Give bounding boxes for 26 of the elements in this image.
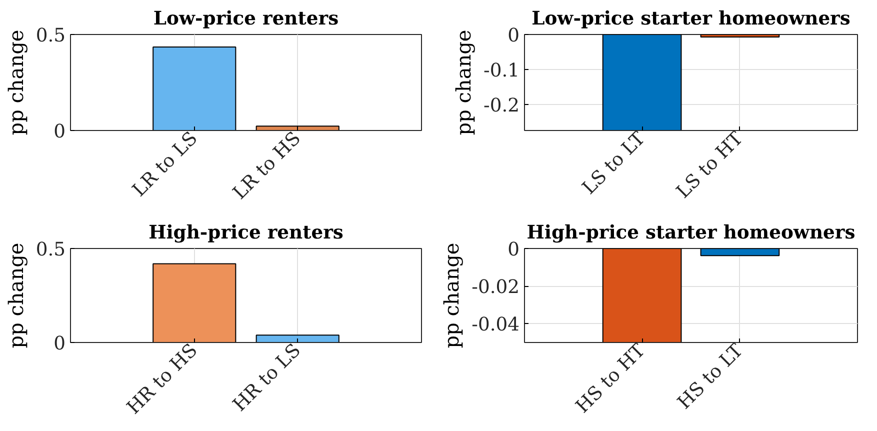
y-tick-label: 0 [508, 26, 520, 46]
x-tick-label: HS to LT [674, 340, 748, 414]
y-tick-label: -0.1 [484, 60, 520, 82]
x-tick-label: HS to HT [572, 340, 650, 418]
x-tick-label: HR to HS [123, 340, 202, 419]
y-tick-label: -0.02 [472, 277, 520, 298]
y-axis-title: pp change [4, 30, 28, 136]
chart-title: High-price renters [148, 222, 344, 244]
x-tick-label: HR to LS [229, 340, 306, 416]
x-tick-label: LR to LS [128, 128, 202, 202]
y-tick-label: 0 [54, 334, 66, 354]
y-axis-title: pp change [4, 242, 28, 348]
y-axis-title: pp change [440, 242, 464, 348]
x-tick-label: LS to LT [578, 128, 650, 199]
y-axis-title: pp change [452, 30, 476, 136]
x-tick-label: LR to HS [229, 128, 306, 204]
y-tick-label: 0 [54, 122, 66, 142]
y-tick-label: -0.04 [472, 314, 520, 336]
chart-title: Low-price starter homeowners [532, 8, 850, 30]
chart-title: High-price starter homeowners [526, 222, 856, 244]
y-tick-label: 0.5 [36, 240, 66, 260]
chart-title: Low-price renters [153, 8, 339, 30]
y-tick-label: 0.5 [36, 26, 66, 46]
y-tick-label: 0 [508, 240, 520, 260]
x-tick-label: LS to HT [672, 128, 748, 203]
y-tick-label: -0.2 [484, 95, 520, 116]
